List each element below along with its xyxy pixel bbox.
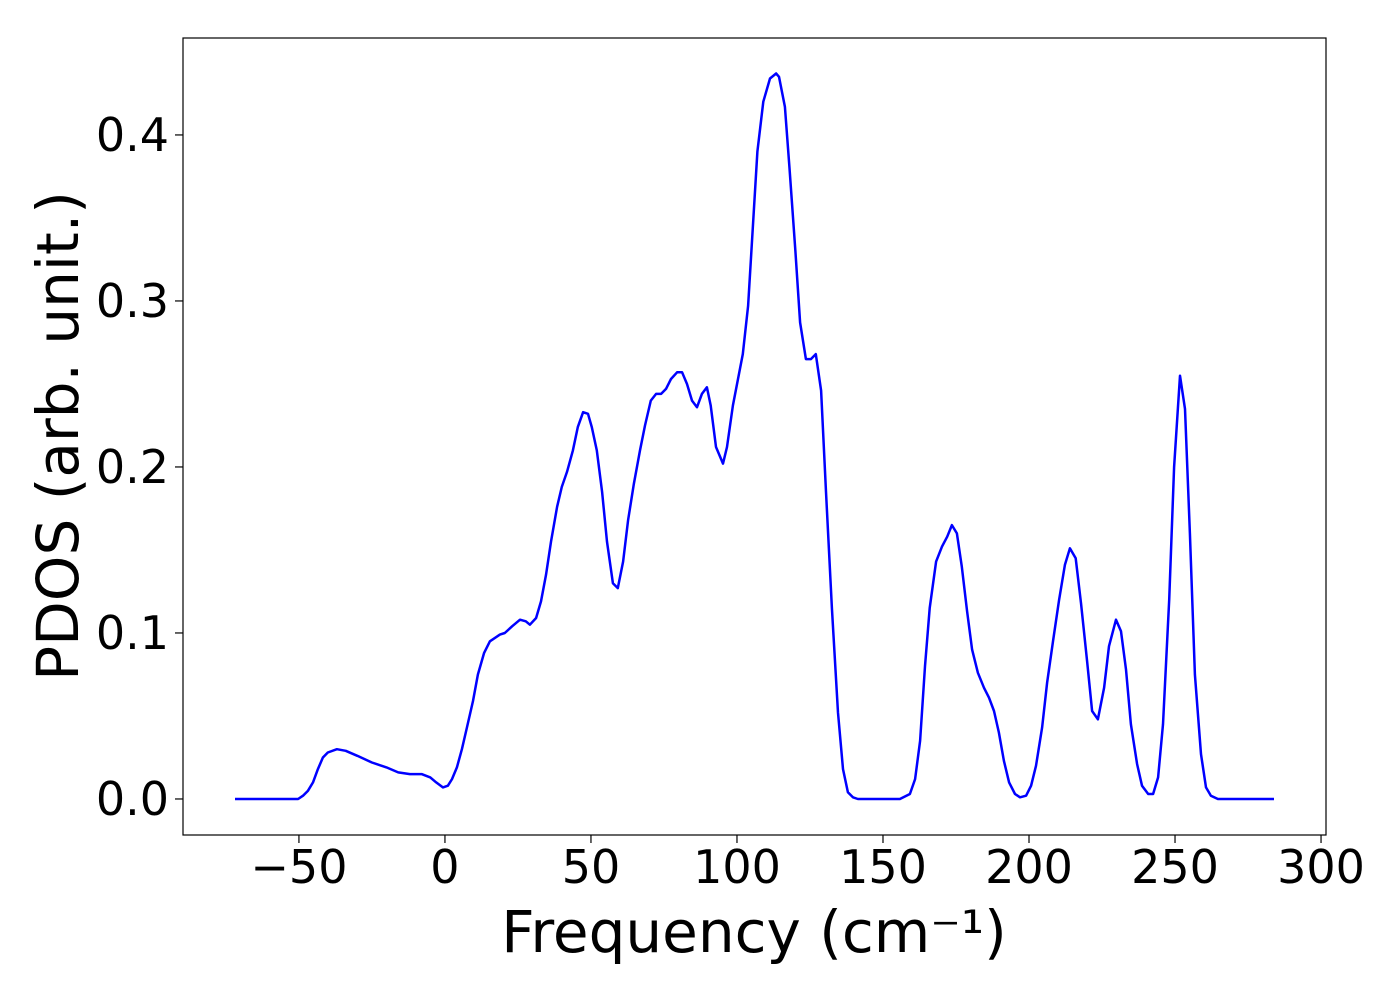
y-tick-label: 0.0 — [96, 772, 169, 826]
y-tick-label: 0.4 — [96, 108, 169, 162]
x-tick-label: 300 — [1277, 840, 1365, 894]
x-tick-label: 0 — [430, 840, 459, 894]
y-tick-label: 0.1 — [96, 606, 169, 660]
x-axis-label: Frequency (cm⁻¹) — [501, 898, 1007, 966]
x-tick-label: −50 — [250, 840, 347, 894]
x-tick-label: 250 — [1131, 840, 1219, 894]
y-tick-label: 0.2 — [96, 440, 169, 494]
y-axis-label: PDOS (arb. unit.) — [24, 191, 92, 681]
x-tick-label: 50 — [562, 840, 621, 894]
plot-frame — [182, 37, 1327, 836]
y-tick-label: 0.3 — [96, 274, 169, 328]
x-tick-label: 150 — [839, 840, 927, 894]
x-tick-label: 100 — [693, 840, 781, 894]
data-line — [235, 72, 1274, 801]
x-tick-label: 200 — [985, 840, 1073, 894]
